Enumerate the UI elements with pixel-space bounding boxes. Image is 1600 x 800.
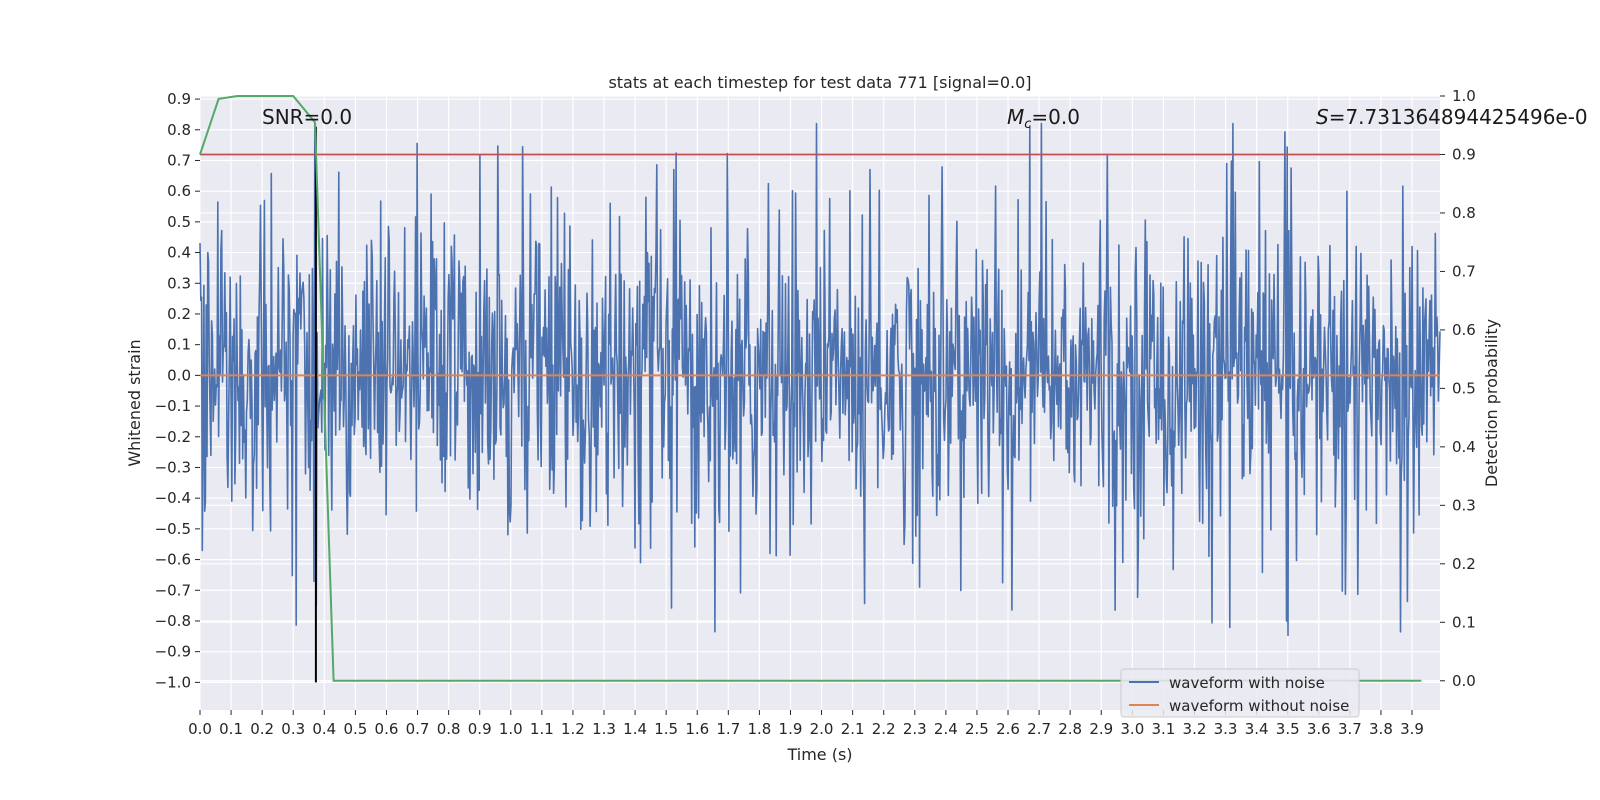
x-tick-label: 3.1 xyxy=(1151,720,1175,738)
y-tick-label: −0.7 xyxy=(155,581,191,599)
x-tick-label: 0.7 xyxy=(406,720,430,738)
y2-tick-label: 0.0 xyxy=(1452,672,1476,690)
x-tick-label: 1.2 xyxy=(561,720,585,738)
s-value: =7.731364894425496e-0 xyxy=(1329,105,1588,129)
mc-subscript: c xyxy=(1024,117,1031,132)
y2-tick-label: 0.7 xyxy=(1452,262,1476,280)
noise-series xyxy=(199,122,1441,637)
y-tick-label: −0.6 xyxy=(155,551,191,569)
y-axis-label: Whitened strain xyxy=(125,339,144,466)
noise-line xyxy=(199,122,1441,637)
x-tick-label: 3.7 xyxy=(1338,720,1362,738)
mc-value: =0.0 xyxy=(1031,105,1080,129)
y2-tick-label: 0.5 xyxy=(1452,379,1476,397)
y-tick-label: −0.3 xyxy=(155,458,191,476)
x-tick-label: 2.2 xyxy=(872,720,896,738)
y-tick-label: 0.3 xyxy=(167,274,191,292)
y-tick-label: 0.6 xyxy=(167,182,191,200)
x-tick-label: 0.3 xyxy=(281,720,305,738)
y-tick-label: −0.2 xyxy=(155,428,191,446)
x-tick-label: 0.0 xyxy=(188,720,212,738)
snr-annotation: SNR=0.0 xyxy=(262,105,352,129)
x-tick-label: 0.6 xyxy=(375,720,399,738)
x-tick-label: 3.6 xyxy=(1307,720,1331,738)
y-tick-label: 0.2 xyxy=(167,305,191,323)
y-tick-label: 0.5 xyxy=(167,213,191,231)
x-tick-label: 2.4 xyxy=(934,720,958,738)
x-tick-label: 1.9 xyxy=(779,720,803,738)
x-tick-label: 1.5 xyxy=(654,720,678,738)
x-tick-label: 3.4 xyxy=(1245,720,1269,738)
y2-axis-ticks: 1.0 0.9 0.8 0.7 0.6 0.5 0.4 0.3 0.2 0.1 0.0 xyxy=(1440,87,1476,690)
chart-title: stats at each timestep for test data 771… xyxy=(608,73,1031,92)
y-tick-label: 0.8 xyxy=(167,121,191,139)
s-symbol: S xyxy=(1316,105,1329,129)
x-tick-label: 3.3 xyxy=(1214,720,1238,738)
y2-tick-label: 0.2 xyxy=(1452,555,1476,573)
y-tick-label: −0.8 xyxy=(155,612,191,630)
mc-annotation: Mc=0.0 xyxy=(1007,105,1080,132)
x-tick-label: 1.8 xyxy=(747,720,771,738)
x-tick-label: 2.6 xyxy=(996,720,1020,738)
y2-tick-label: 0.6 xyxy=(1452,321,1476,339)
x-tick-label: 1.3 xyxy=(592,720,616,738)
y-tick-label: −0.4 xyxy=(155,489,191,507)
y-tick-label: −0.5 xyxy=(155,520,191,538)
y2-axis-label: Detection probability xyxy=(1482,319,1501,487)
x-tick-label: 3.5 xyxy=(1276,720,1300,738)
x-tick-label: 1.6 xyxy=(685,720,709,738)
y-tick-label: −1.0 xyxy=(155,673,191,691)
legend-noise-label: waveform with noise xyxy=(1169,674,1325,692)
x-tick-label: 2.8 xyxy=(1058,720,1082,738)
y-tick-label: 0.4 xyxy=(167,244,191,262)
x-tick-label: 2.9 xyxy=(1089,720,1113,738)
x-tick-label: 3.8 xyxy=(1369,720,1393,738)
y-tick-label: 0.7 xyxy=(167,151,191,169)
y2-tick-label: 0.8 xyxy=(1452,204,1476,222)
x-tick-label: 0.8 xyxy=(437,720,461,738)
x-tick-label: 2.1 xyxy=(841,720,865,738)
detection-probability-line xyxy=(199,95,1422,682)
x-tick-label: 3.9 xyxy=(1400,720,1424,738)
x-tick-label: 1.0 xyxy=(499,720,523,738)
x-tick-label: 3.0 xyxy=(1120,720,1144,738)
x-tick-label: 2.3 xyxy=(903,720,927,738)
y2-tick-label: 0.3 xyxy=(1452,496,1476,514)
legend-box xyxy=(1120,668,1360,718)
x-axis-label: Time (s) xyxy=(786,745,852,764)
x-tick-label: 0.1 xyxy=(219,720,243,738)
y-axis-ticks: 0.9 0.8 0.7 0.6 0.5 0.4 0.3 0.2 0.1 0.0 −0.1 −0.2 −0… xyxy=(155,90,200,691)
y-tick-label: −0.9 xyxy=(155,643,191,661)
y-tick-label: 0.0 xyxy=(167,366,191,384)
x-tick-label: 0.5 xyxy=(343,720,367,738)
x-tick-label: 1.1 xyxy=(530,720,554,738)
x-tick-label: 1.4 xyxy=(623,720,647,738)
s-annotation: S=7.731364894425496e-0 xyxy=(1316,105,1588,129)
x-tick-label: 1.7 xyxy=(716,720,740,738)
x-tick-label: 3.2 xyxy=(1183,720,1207,738)
x-tick-label: 0.9 xyxy=(468,720,492,738)
y-tick-label: 0.9 xyxy=(167,90,191,108)
y2-tick-label: 0.1 xyxy=(1452,613,1476,631)
y2-tick-label: 0.4 xyxy=(1452,438,1476,456)
x-tick-label: 0.2 xyxy=(250,720,274,738)
x-tick-label: 0.4 xyxy=(312,720,336,738)
x-tick-label: 2.5 xyxy=(965,720,989,738)
mc-symbol: M xyxy=(1007,105,1024,129)
y2-tick-label: 1.0 xyxy=(1452,87,1476,105)
y-tick-label: 0.1 xyxy=(167,336,191,354)
legend: waveform with noise waveform without noi… xyxy=(1120,668,1360,718)
y2-tick-label: 0.9 xyxy=(1452,145,1476,163)
x-tick-label: 2.7 xyxy=(1027,720,1051,738)
x-tick-label: 2.0 xyxy=(810,720,834,738)
y-tick-label: −0.1 xyxy=(155,397,191,415)
legend-clean-label: waveform without noise xyxy=(1169,697,1349,715)
line-series xyxy=(199,95,1440,683)
